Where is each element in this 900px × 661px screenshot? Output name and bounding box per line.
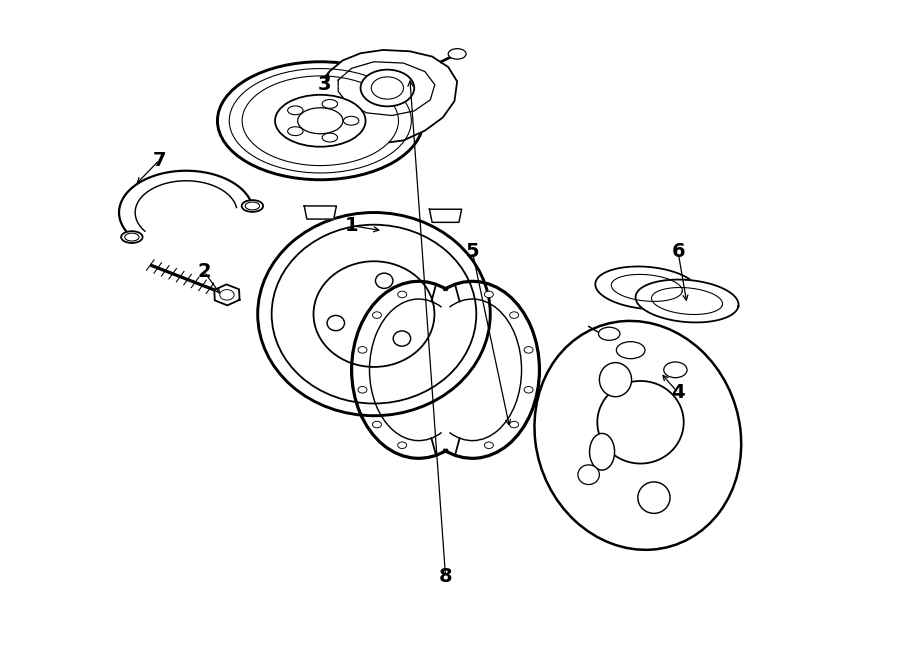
Ellipse shape: [372, 77, 403, 99]
Ellipse shape: [590, 434, 615, 470]
Polygon shape: [635, 280, 739, 323]
Ellipse shape: [313, 261, 435, 367]
Ellipse shape: [375, 273, 393, 288]
Polygon shape: [214, 284, 239, 305]
Ellipse shape: [272, 225, 476, 403]
Ellipse shape: [275, 95, 365, 147]
Ellipse shape: [298, 108, 343, 134]
Ellipse shape: [509, 421, 518, 428]
Ellipse shape: [524, 387, 533, 393]
Ellipse shape: [638, 482, 670, 514]
Text: 8: 8: [438, 566, 453, 586]
Ellipse shape: [598, 327, 620, 340]
Ellipse shape: [288, 127, 303, 136]
Ellipse shape: [288, 106, 303, 115]
Ellipse shape: [322, 100, 338, 108]
Ellipse shape: [598, 381, 684, 463]
Ellipse shape: [125, 233, 139, 241]
Text: 3: 3: [318, 75, 331, 95]
Ellipse shape: [327, 315, 345, 330]
Ellipse shape: [599, 363, 632, 397]
Ellipse shape: [242, 76, 399, 166]
Ellipse shape: [361, 69, 414, 106]
Ellipse shape: [664, 362, 687, 377]
Text: 7: 7: [153, 151, 166, 170]
Ellipse shape: [509, 312, 518, 319]
Text: 5: 5: [465, 243, 479, 261]
Polygon shape: [429, 210, 462, 222]
Ellipse shape: [616, 342, 645, 359]
Ellipse shape: [344, 116, 359, 125]
Ellipse shape: [484, 442, 493, 449]
Polygon shape: [595, 266, 698, 309]
Ellipse shape: [358, 346, 367, 353]
Ellipse shape: [484, 291, 493, 297]
Text: 6: 6: [671, 243, 685, 261]
Ellipse shape: [220, 290, 234, 300]
Ellipse shape: [358, 387, 367, 393]
Ellipse shape: [448, 49, 466, 59]
Ellipse shape: [373, 312, 382, 319]
Ellipse shape: [242, 200, 263, 212]
Ellipse shape: [218, 61, 423, 180]
Ellipse shape: [393, 331, 410, 346]
Ellipse shape: [524, 346, 533, 353]
Polygon shape: [304, 206, 337, 219]
Text: 4: 4: [671, 383, 685, 403]
Ellipse shape: [578, 465, 599, 485]
Ellipse shape: [122, 231, 142, 243]
Text: 2: 2: [197, 262, 211, 281]
Polygon shape: [119, 171, 252, 237]
Ellipse shape: [398, 291, 407, 297]
Text: 1: 1: [345, 216, 358, 235]
Ellipse shape: [373, 421, 382, 428]
Ellipse shape: [535, 321, 742, 550]
Ellipse shape: [398, 442, 407, 449]
Polygon shape: [316, 50, 457, 143]
Ellipse shape: [230, 69, 411, 173]
Ellipse shape: [322, 133, 338, 142]
Ellipse shape: [257, 213, 490, 416]
Ellipse shape: [245, 202, 259, 210]
